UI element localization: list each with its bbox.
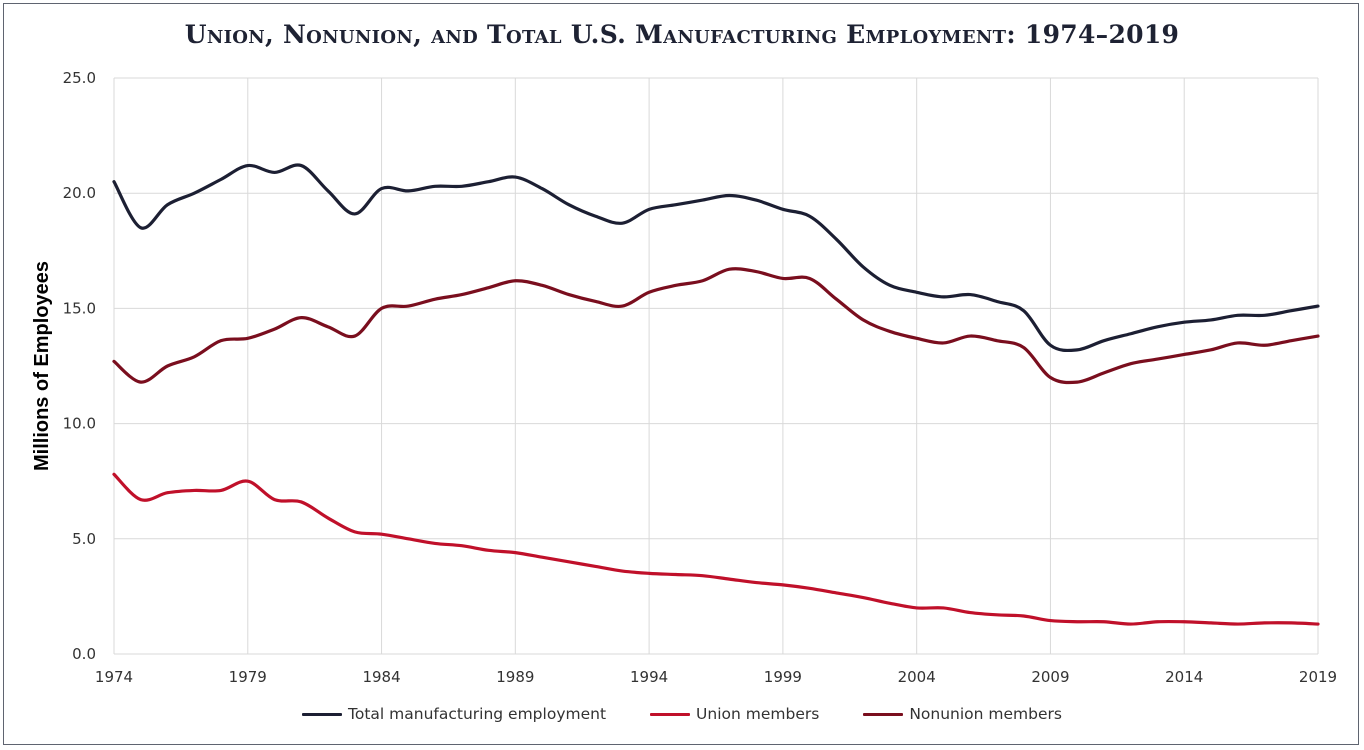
y-tick-label: 25.0 — [63, 69, 96, 87]
y-axis-ticks: 0.0 5.0 10.0 15.0 20.0 25.0 — [63, 69, 96, 663]
x-tick-label: 1984 — [362, 668, 400, 686]
y-tick-label: 10.0 — [63, 415, 96, 433]
y-tick-label: 20.0 — [63, 184, 96, 202]
y-tick-label: 15.0 — [63, 299, 96, 317]
legend-item-nonunion-members: Nonunion members — [863, 705, 1062, 723]
x-tick-label: 1974 — [95, 668, 133, 686]
legend-swatch — [302, 712, 343, 716]
y-tick-label: 5.0 — [72, 530, 96, 548]
x-tick-label: 1994 — [630, 668, 668, 686]
x-tick-label: 2019 — [1299, 668, 1337, 686]
x-tick-label: 2014 — [1165, 668, 1203, 686]
legend-label: Union members — [696, 705, 820, 723]
legend-item-total-manufacturing-employment: Total manufacturing employment — [302, 705, 606, 723]
series-line-union-members — [112, 472, 1320, 626]
x-tick-label: 2009 — [1031, 668, 1069, 686]
legend-label: Total manufacturing employment — [348, 705, 607, 723]
x-axis-ticks: 1974 1979 1984 1989 1994 1999 2004 2009 2014 2019 — [95, 668, 1337, 686]
y-axis-label: Millions of Employees — [31, 261, 53, 471]
x-tick-label: 2004 — [898, 668, 936, 686]
legend-label: Nonunion members — [909, 705, 1062, 723]
grid — [113, 77, 1319, 655]
series-line-total-manufacturing-employment — [112, 163, 1320, 353]
y-tick-label: 0.0 — [72, 645, 96, 663]
series-group — [112, 163, 1320, 626]
series-line-nonunion-members — [112, 267, 1320, 385]
chart-frame — [3, 3, 1359, 745]
chart-title: Union, Nonunion, and Total U.S. Manufact… — [184, 20, 1180, 49]
legend: Total manufacturing employment Union memb… — [0, 705, 1364, 723]
x-tick-label: 1989 — [496, 668, 534, 686]
legend-swatch — [650, 712, 691, 716]
legend-swatch — [863, 712, 904, 716]
x-tick-label: 1999 — [764, 668, 802, 686]
legend-item-union-members: Union members — [650, 705, 819, 723]
x-tick-label: 1979 — [229, 668, 267, 686]
